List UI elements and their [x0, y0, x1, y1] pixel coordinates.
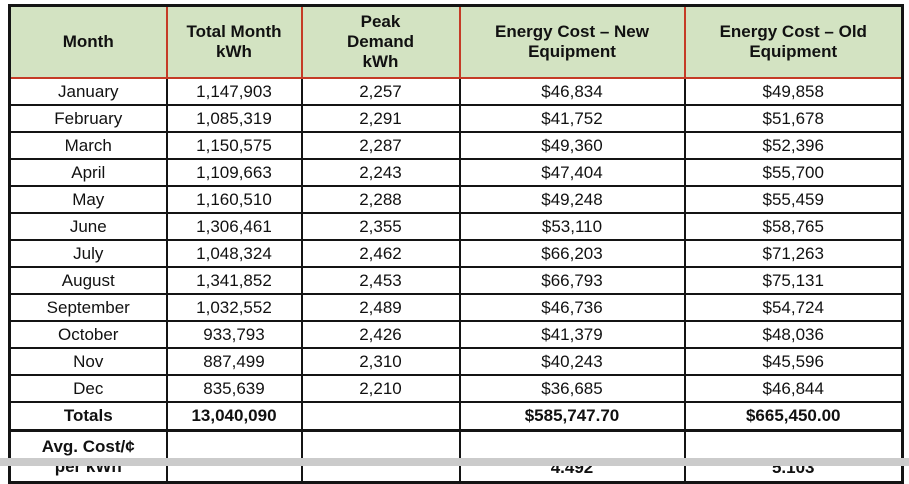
cell-total-month-kwh: 1,306,461 — [165, 212, 303, 241]
cell-peak-demand-kwh: 2,310 — [300, 347, 461, 376]
totals-row: Totals 13,040,090 $585,747.70 $665,450.00 — [8, 401, 904, 432]
header-energy-cost-old: Energy Cost – Old Equipment — [683, 4, 904, 79]
table-row: March 1,150,575 2,287 $49,360 $52,396 — [8, 131, 904, 160]
cell-total-month-kwh: 1,032,552 — [165, 293, 303, 322]
header-row: Month Total Month kWh Peak Demand kWh Energ… — [8, 4, 904, 79]
cell-peak-demand-kwh: 2,287 — [300, 131, 461, 160]
header-peak-demand-kwh: Peak Demand kWh — [300, 4, 461, 79]
cell-energy-cost-new: $66,203 — [458, 239, 686, 268]
cell-peak-demand-kwh: 2,489 — [300, 293, 461, 322]
cell-energy-cost-new: $40,243 — [458, 347, 686, 376]
cell-month: July — [8, 239, 168, 268]
cell-month: September — [8, 293, 168, 322]
cell-month: Avg. Cost/¢ per kWh — [8, 429, 168, 484]
table-row: January 1,147,903 2,257 $46,834 $49,858 — [8, 77, 904, 106]
table-row: April 1,109,663 2,243 $47,404 $55,700 — [8, 158, 904, 187]
cell-energy-cost-old: $55,459 — [683, 185, 904, 214]
cell-energy-cost-old: $58,765 — [683, 212, 904, 241]
cell-energy-cost-old: 5.103 — [683, 429, 904, 484]
cell-energy-cost-new: $53,110 — [458, 212, 686, 241]
cell-energy-cost-new: $41,752 — [458, 104, 686, 133]
cell-total-month-kwh: 1,048,324 — [165, 239, 303, 268]
energy-cost-table: Month Total Month kWh Peak Demand kWh Energ… — [8, 4, 904, 484]
cell-peak-demand-kwh — [300, 429, 461, 484]
cell-peak-demand-kwh: 2,355 — [300, 212, 461, 241]
cell-energy-cost-old: $52,396 — [683, 131, 904, 160]
cell-peak-demand-kwh: 2,210 — [300, 374, 461, 403]
cell-month: February — [8, 104, 168, 133]
page: Month Total Month kWh Peak Demand kWh Energ… — [0, 4, 909, 484]
cell-peak-demand-kwh: 2,291 — [300, 104, 461, 133]
cell-month: August — [8, 266, 168, 295]
cell-energy-cost-new: $36,685 — [458, 374, 686, 403]
cell-energy-cost-old: $71,263 — [683, 239, 904, 268]
cell-month: October — [8, 320, 168, 349]
bottom-edge-strip — [0, 458, 909, 466]
cell-month: May — [8, 185, 168, 214]
cell-month: Dec — [8, 374, 168, 403]
cell-energy-cost-new: $46,736 — [458, 293, 686, 322]
cell-energy-cost-new: $49,248 — [458, 185, 686, 214]
cell-month: January — [8, 77, 168, 106]
cell-energy-cost-old: $49,858 — [683, 77, 904, 106]
table-row: August 1,341,852 2,453 $66,793 $75,131 — [8, 266, 904, 295]
cell-peak-demand-kwh: 2,453 — [300, 266, 461, 295]
table-row: October 933,793 2,426 $41,379 $48,036 — [8, 320, 904, 349]
cell-energy-cost-new: $47,404 — [458, 158, 686, 187]
cell-energy-cost-old: $54,724 — [683, 293, 904, 322]
table-row: Dec 835,639 2,210 $36,685 $46,844 — [8, 374, 904, 403]
cell-total-month-kwh: 1,109,663 — [165, 158, 303, 187]
header-energy-cost-new: Energy Cost – New Equipment — [458, 4, 686, 79]
cell-energy-cost-new: $66,793 — [458, 266, 686, 295]
table-row: May 1,160,510 2,288 $49,248 $55,459 — [8, 185, 904, 214]
cell-energy-cost-old: $45,596 — [683, 347, 904, 376]
cell-total-month-kwh: 933,793 — [165, 320, 303, 349]
cell-month: Totals — [8, 401, 168, 432]
cell-peak-demand-kwh: 2,243 — [300, 158, 461, 187]
cell-total-month-kwh: 1,085,319 — [165, 104, 303, 133]
cell-total-month-kwh: 1,147,903 — [165, 77, 303, 106]
cell-month: June — [8, 212, 168, 241]
table-row: September 1,032,552 2,489 $46,736 $54,724 — [8, 293, 904, 322]
table-row: July 1,048,324 2,462 $66,203 $71,263 — [8, 239, 904, 268]
table-row: February 1,085,319 2,291 $41,752 $51,678 — [8, 104, 904, 133]
cell-energy-cost-old: $46,844 — [683, 374, 904, 403]
cell-total-month-kwh: 13,040,090 — [165, 401, 303, 432]
cell-energy-cost-old: $51,678 — [683, 104, 904, 133]
cell-energy-cost-old: $665,450.00 — [683, 401, 904, 432]
table-row: Nov 887,499 2,310 $40,243 $45,596 — [8, 347, 904, 376]
cell-total-month-kwh — [165, 429, 303, 484]
cell-total-month-kwh: 835,639 — [165, 374, 303, 403]
avg-cost-row: Avg. Cost/¢ per kWh 4.492 5.103 — [8, 429, 904, 484]
table-header: Month Total Month kWh Peak Demand kWh Energ… — [8, 4, 904, 79]
cell-total-month-kwh: 887,499 — [165, 347, 303, 376]
cell-peak-demand-kwh: 2,257 — [300, 77, 461, 106]
cell-total-month-kwh: 1,160,510 — [165, 185, 303, 214]
cell-energy-cost-old: $55,700 — [683, 158, 904, 187]
cell-total-month-kwh: 1,341,852 — [165, 266, 303, 295]
cell-energy-cost-new: 4.492 — [458, 429, 686, 484]
cell-total-month-kwh: 1,150,575 — [165, 131, 303, 160]
cell-month: March — [8, 131, 168, 160]
header-month: Month — [8, 4, 168, 79]
cell-energy-cost-old: $75,131 — [683, 266, 904, 295]
cell-peak-demand-kwh: 2,288 — [300, 185, 461, 214]
cell-energy-cost-new: $585,747.70 — [458, 401, 686, 432]
cell-month: April — [8, 158, 168, 187]
cell-energy-cost-new: $46,834 — [458, 77, 686, 106]
cell-peak-demand-kwh: 2,462 — [300, 239, 461, 268]
header-total-month-kwh: Total Month kWh — [165, 4, 303, 79]
cell-energy-cost-new: $41,379 — [458, 320, 686, 349]
table-body: January 1,147,903 2,257 $46,834 $49,858 Febru… — [8, 77, 904, 484]
table-row: June 1,306,461 2,355 $53,110 $58,765 — [8, 212, 904, 241]
cell-peak-demand-kwh: 2,426 — [300, 320, 461, 349]
cell-peak-demand-kwh — [300, 401, 461, 432]
cell-month: Nov — [8, 347, 168, 376]
cell-energy-cost-new: $49,360 — [458, 131, 686, 160]
cell-energy-cost-old: $48,036 — [683, 320, 904, 349]
